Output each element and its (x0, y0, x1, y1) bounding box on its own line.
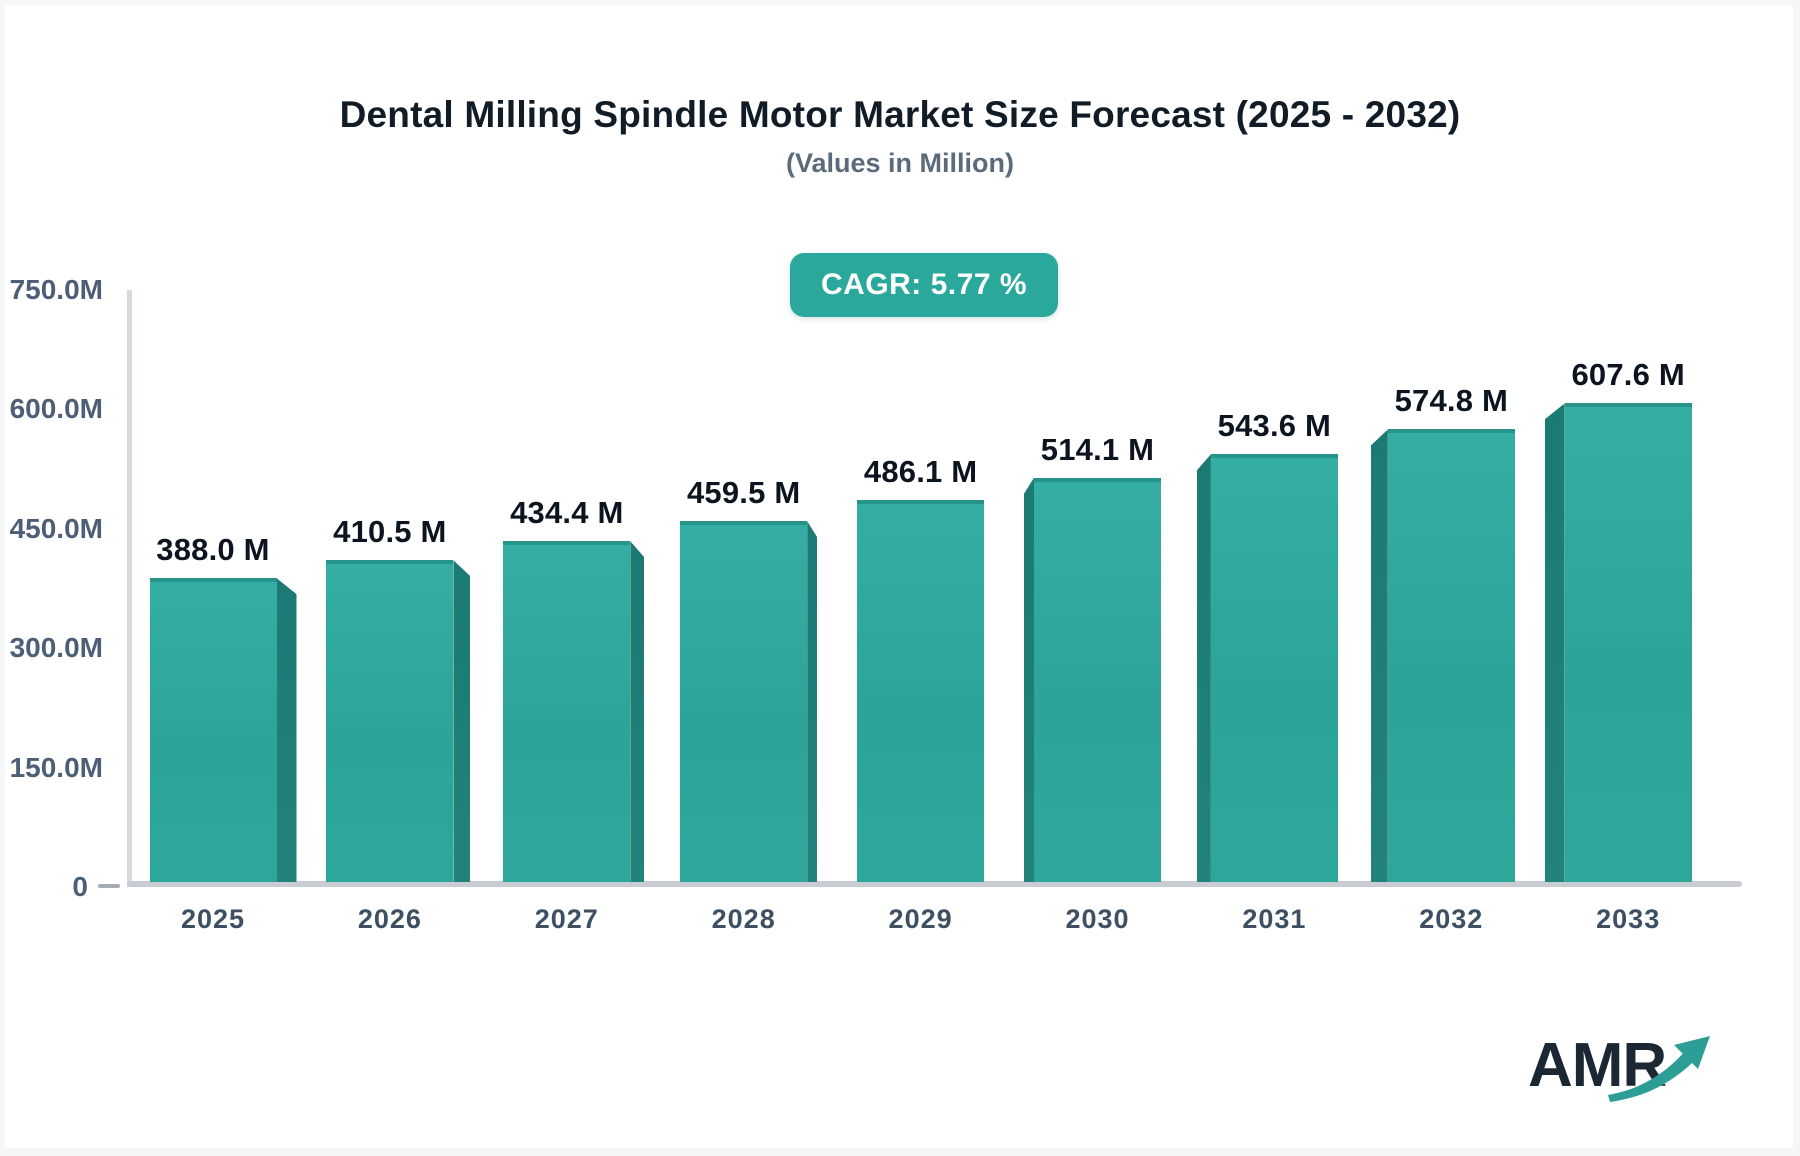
bar-value-label: 388.0 M (156, 532, 270, 568)
y-axis-tick-label: 450.0M (9, 512, 103, 544)
bar-value-label: 607.6 M (1571, 357, 1685, 393)
bar-2032 (1387, 429, 1515, 882)
bar-value-label: 434.4 M (510, 495, 624, 531)
bar-2025 (149, 578, 277, 882)
y-axis-tick-label: 0 (72, 871, 88, 902)
bar-2031 (1210, 454, 1338, 882)
cagr-badge-label: CAGR: 5.77 % (820, 268, 1028, 301)
x-axis-year-label: 2027 (534, 904, 599, 934)
bar-2028 (680, 521, 808, 882)
x-axis-year-label: 2025 (180, 904, 246, 934)
x-axis-year-label: 2033 (1596, 904, 1661, 934)
amr-logo: AMR (1528, 1030, 1738, 1110)
bar-3d-side (630, 541, 645, 882)
bar-3d-side (1370, 429, 1388, 882)
x-axis-year-label: 2026 (357, 904, 422, 934)
bar-2033 (1564, 403, 1692, 882)
bar-3d-side (1544, 403, 1565, 882)
x-axis-year-label: 2032 (1419, 904, 1484, 934)
bar-3d-side (807, 521, 818, 882)
bar-value-label: 459.5 M (686, 475, 801, 511)
x-axis-year-label: 2029 (888, 904, 953, 934)
bar-value-label: 410.5 M (333, 514, 447, 550)
bar-value-label: 514.1 M (1040, 431, 1155, 467)
y-axis-tick-label: 750.0M (9, 274, 103, 305)
bar-3d-side (1024, 477, 1034, 882)
x-axis-baseline (127, 881, 1742, 887)
bar-2030 (1034, 477, 1161, 882)
bar-3d-side (276, 578, 297, 882)
x-axis-year-label: 2028 (711, 904, 776, 934)
growth-arrow-icon (1608, 1036, 1710, 1102)
cagr-badge: CAGR: 5.77 % (790, 253, 1058, 317)
chart-title: Dental Milling Spindle Motor Market Size… (339, 94, 1461, 135)
y-axis-tick-label: 150.0M (9, 751, 103, 783)
y-axis-tick-label: 300.0M (9, 632, 103, 664)
y-axis-line (127, 290, 132, 887)
x-axis-year-label: 2030 (1065, 904, 1130, 934)
bar-value-label: 543.6 M (1217, 408, 1332, 444)
bar-value-label: 574.8 M (1394, 383, 1508, 419)
bar-3d-side (453, 560, 471, 882)
zero-tick-mark (98, 884, 120, 888)
bar-2029 (857, 500, 985, 882)
bar-3d-side (1196, 454, 1211, 882)
chart-subtitle: (Values in Million) (785, 148, 1015, 178)
x-axis-year-label: 2031 (1242, 904, 1307, 934)
bar-value-label: 486.1 M (863, 454, 978, 490)
y-axis-tick-label: 600.0M (9, 393, 103, 425)
bar-2026 (326, 560, 454, 882)
bar-2027 (503, 541, 631, 882)
